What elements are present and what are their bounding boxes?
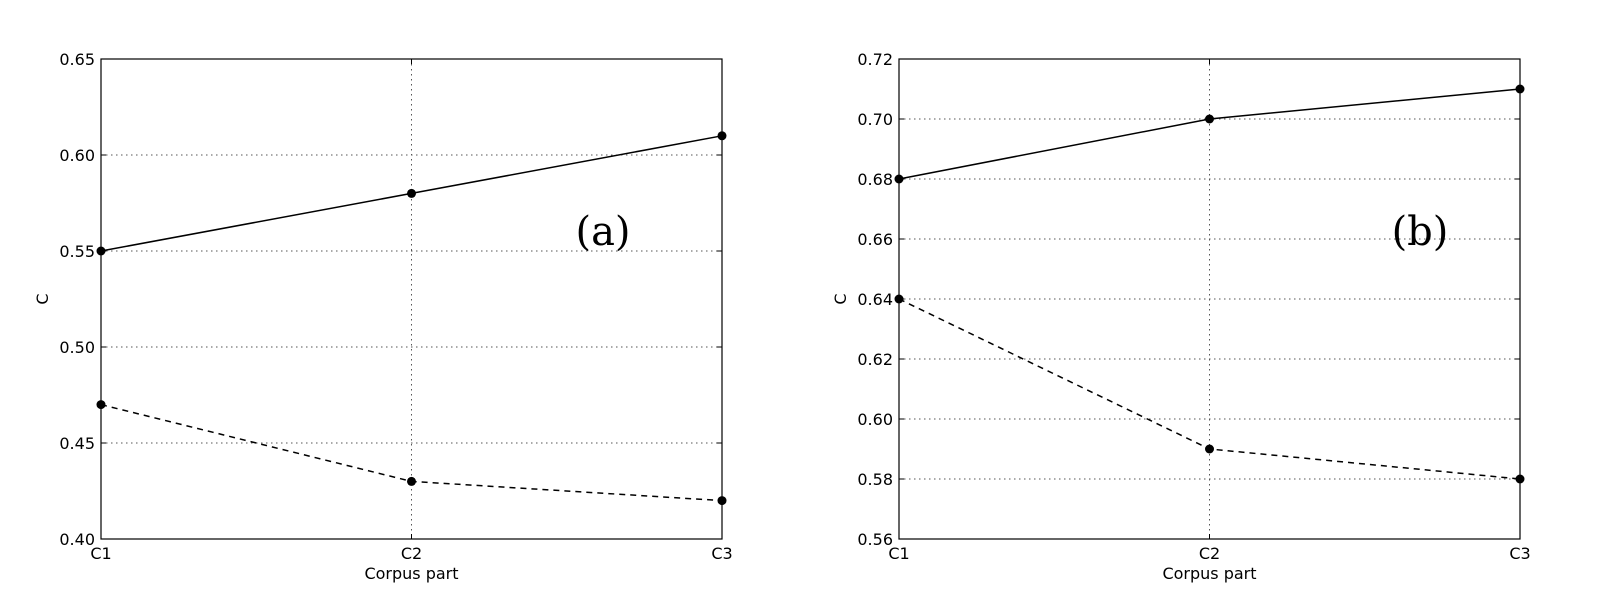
y-tick-label: 0.65: [59, 50, 95, 69]
y-tick-label: 0.66: [857, 230, 893, 249]
x-tick-label: C1: [888, 544, 909, 563]
x-tick-label: C1: [90, 544, 111, 563]
chart-panel-a: 0.40 0.45 0.50 0.55 0.60 0.65 C1 C2 C3 Corpus par…: [33, 50, 733, 583]
x-tick-label: C2: [401, 544, 422, 563]
y-tick-label: 0.60: [857, 410, 893, 429]
y-tick-label: 0.40: [59, 530, 95, 549]
y-tick-label: 0.56: [857, 530, 893, 549]
x-axis-label: Corpus part: [1162, 564, 1256, 583]
y-tick-label: 0.62: [857, 350, 893, 369]
y-axis-label: C: [831, 293, 850, 304]
x-tick-label: C3: [1509, 544, 1530, 563]
x-tick-label: C2: [1199, 544, 1220, 563]
data-point: [717, 131, 727, 141]
panel-annotation: (a): [575, 209, 630, 255]
y-tick-label: 0.70: [857, 110, 893, 129]
y-tick-label: 0.55: [59, 242, 95, 261]
data-point: [894, 294, 904, 304]
y-tick-label: 0.72: [857, 50, 893, 69]
plot-frame: [100, 58, 723, 540]
x-axis-label: Corpus part: [364, 564, 458, 583]
x-tick-label: C3: [711, 544, 732, 563]
data-point: [407, 476, 416, 486]
y-tick-label: 0.60: [59, 146, 95, 165]
y-tick-label: 0.68: [857, 170, 893, 189]
y-axis-label: C: [33, 293, 52, 304]
data-point: [1205, 114, 1214, 124]
data-point: [1515, 84, 1525, 94]
data-point: [894, 174, 904, 184]
y-tick-label: 0.64: [857, 290, 893, 309]
data-point: [96, 400, 106, 410]
data-point: [96, 246, 106, 256]
chart-panel-b: 0.56 0.58 0.60 0.62 0.64 0.66 0.68 0.70 0.72 C1 C2…: [831, 50, 1531, 583]
y-tick-label: 0.58: [857, 470, 893, 489]
data-point: [1205, 444, 1214, 454]
data-point: [1515, 474, 1525, 484]
panel-annotation: (b): [1392, 209, 1449, 255]
y-tick-label: 0.45: [59, 434, 95, 453]
data-point: [407, 188, 416, 198]
y-tick-label: 0.50: [59, 338, 95, 357]
data-point: [717, 496, 727, 506]
